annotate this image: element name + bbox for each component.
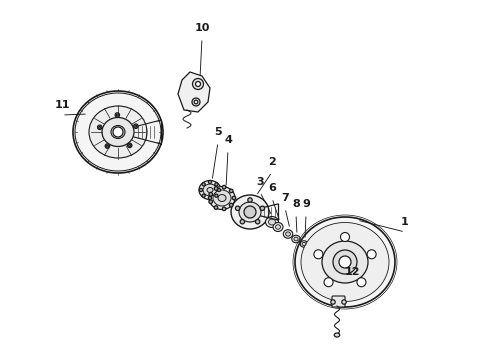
Text: 9: 9 <box>302 199 310 209</box>
Ellipse shape <box>73 91 163 173</box>
Circle shape <box>116 114 119 116</box>
Circle shape <box>331 300 335 304</box>
Ellipse shape <box>286 232 291 236</box>
Circle shape <box>367 250 376 259</box>
Circle shape <box>255 220 260 224</box>
Text: 6: 6 <box>268 183 276 193</box>
Ellipse shape <box>231 195 269 229</box>
Circle shape <box>209 193 213 196</box>
Circle shape <box>208 197 212 199</box>
Text: 7: 7 <box>281 193 289 203</box>
Ellipse shape <box>322 241 368 283</box>
Circle shape <box>215 183 218 186</box>
Ellipse shape <box>269 219 275 225</box>
Circle shape <box>202 194 205 197</box>
Circle shape <box>134 124 138 129</box>
Circle shape <box>194 100 198 104</box>
Ellipse shape <box>275 225 280 229</box>
Circle shape <box>248 198 252 202</box>
Circle shape <box>314 250 323 259</box>
Ellipse shape <box>295 217 395 307</box>
Circle shape <box>222 207 226 211</box>
Circle shape <box>240 220 245 224</box>
Ellipse shape <box>301 222 389 302</box>
Ellipse shape <box>334 333 340 337</box>
Circle shape <box>106 145 108 147</box>
Text: 2: 2 <box>268 157 276 167</box>
Circle shape <box>260 206 265 211</box>
Circle shape <box>98 125 102 130</box>
Text: 5: 5 <box>214 127 222 137</box>
Ellipse shape <box>239 202 261 222</box>
Circle shape <box>105 144 110 148</box>
Circle shape <box>202 183 205 186</box>
Circle shape <box>232 196 236 200</box>
Circle shape <box>113 127 123 137</box>
Circle shape <box>193 78 203 90</box>
Ellipse shape <box>218 194 226 202</box>
Text: 8: 8 <box>292 199 300 209</box>
Circle shape <box>209 200 213 203</box>
Circle shape <box>229 203 233 207</box>
Circle shape <box>324 278 333 287</box>
Circle shape <box>229 189 233 193</box>
Ellipse shape <box>302 242 306 246</box>
Ellipse shape <box>102 117 134 147</box>
Ellipse shape <box>213 190 231 206</box>
Circle shape <box>214 206 218 209</box>
Ellipse shape <box>199 180 221 199</box>
Circle shape <box>115 113 120 117</box>
Ellipse shape <box>89 106 147 158</box>
Circle shape <box>208 180 212 184</box>
Circle shape <box>333 250 357 274</box>
Text: 4: 4 <box>224 135 232 145</box>
Circle shape <box>342 300 346 304</box>
Ellipse shape <box>266 216 278 228</box>
Circle shape <box>235 206 240 211</box>
Circle shape <box>199 188 202 192</box>
Circle shape <box>215 194 218 197</box>
Text: 11: 11 <box>54 100 70 110</box>
Circle shape <box>244 206 256 218</box>
Circle shape <box>135 125 137 127</box>
Circle shape <box>214 187 218 190</box>
Circle shape <box>222 185 226 189</box>
Text: 3: 3 <box>256 177 264 187</box>
Ellipse shape <box>283 230 293 238</box>
Ellipse shape <box>209 186 235 210</box>
Text: 1: 1 <box>401 217 409 227</box>
Circle shape <box>196 81 200 86</box>
FancyBboxPatch shape <box>332 296 345 307</box>
Ellipse shape <box>111 126 125 139</box>
Circle shape <box>192 98 200 106</box>
Ellipse shape <box>207 188 213 193</box>
Circle shape <box>339 256 351 268</box>
Text: 10: 10 <box>195 23 210 33</box>
Ellipse shape <box>292 235 300 243</box>
Text: 12: 12 <box>344 267 360 277</box>
Circle shape <box>127 143 132 148</box>
Ellipse shape <box>300 241 308 247</box>
Ellipse shape <box>294 237 298 241</box>
Ellipse shape <box>273 222 283 231</box>
Circle shape <box>129 144 131 147</box>
Circle shape <box>218 188 220 192</box>
Polygon shape <box>178 72 210 112</box>
Circle shape <box>341 233 349 242</box>
Ellipse shape <box>203 184 217 196</box>
Circle shape <box>357 278 366 287</box>
Circle shape <box>99 126 101 128</box>
